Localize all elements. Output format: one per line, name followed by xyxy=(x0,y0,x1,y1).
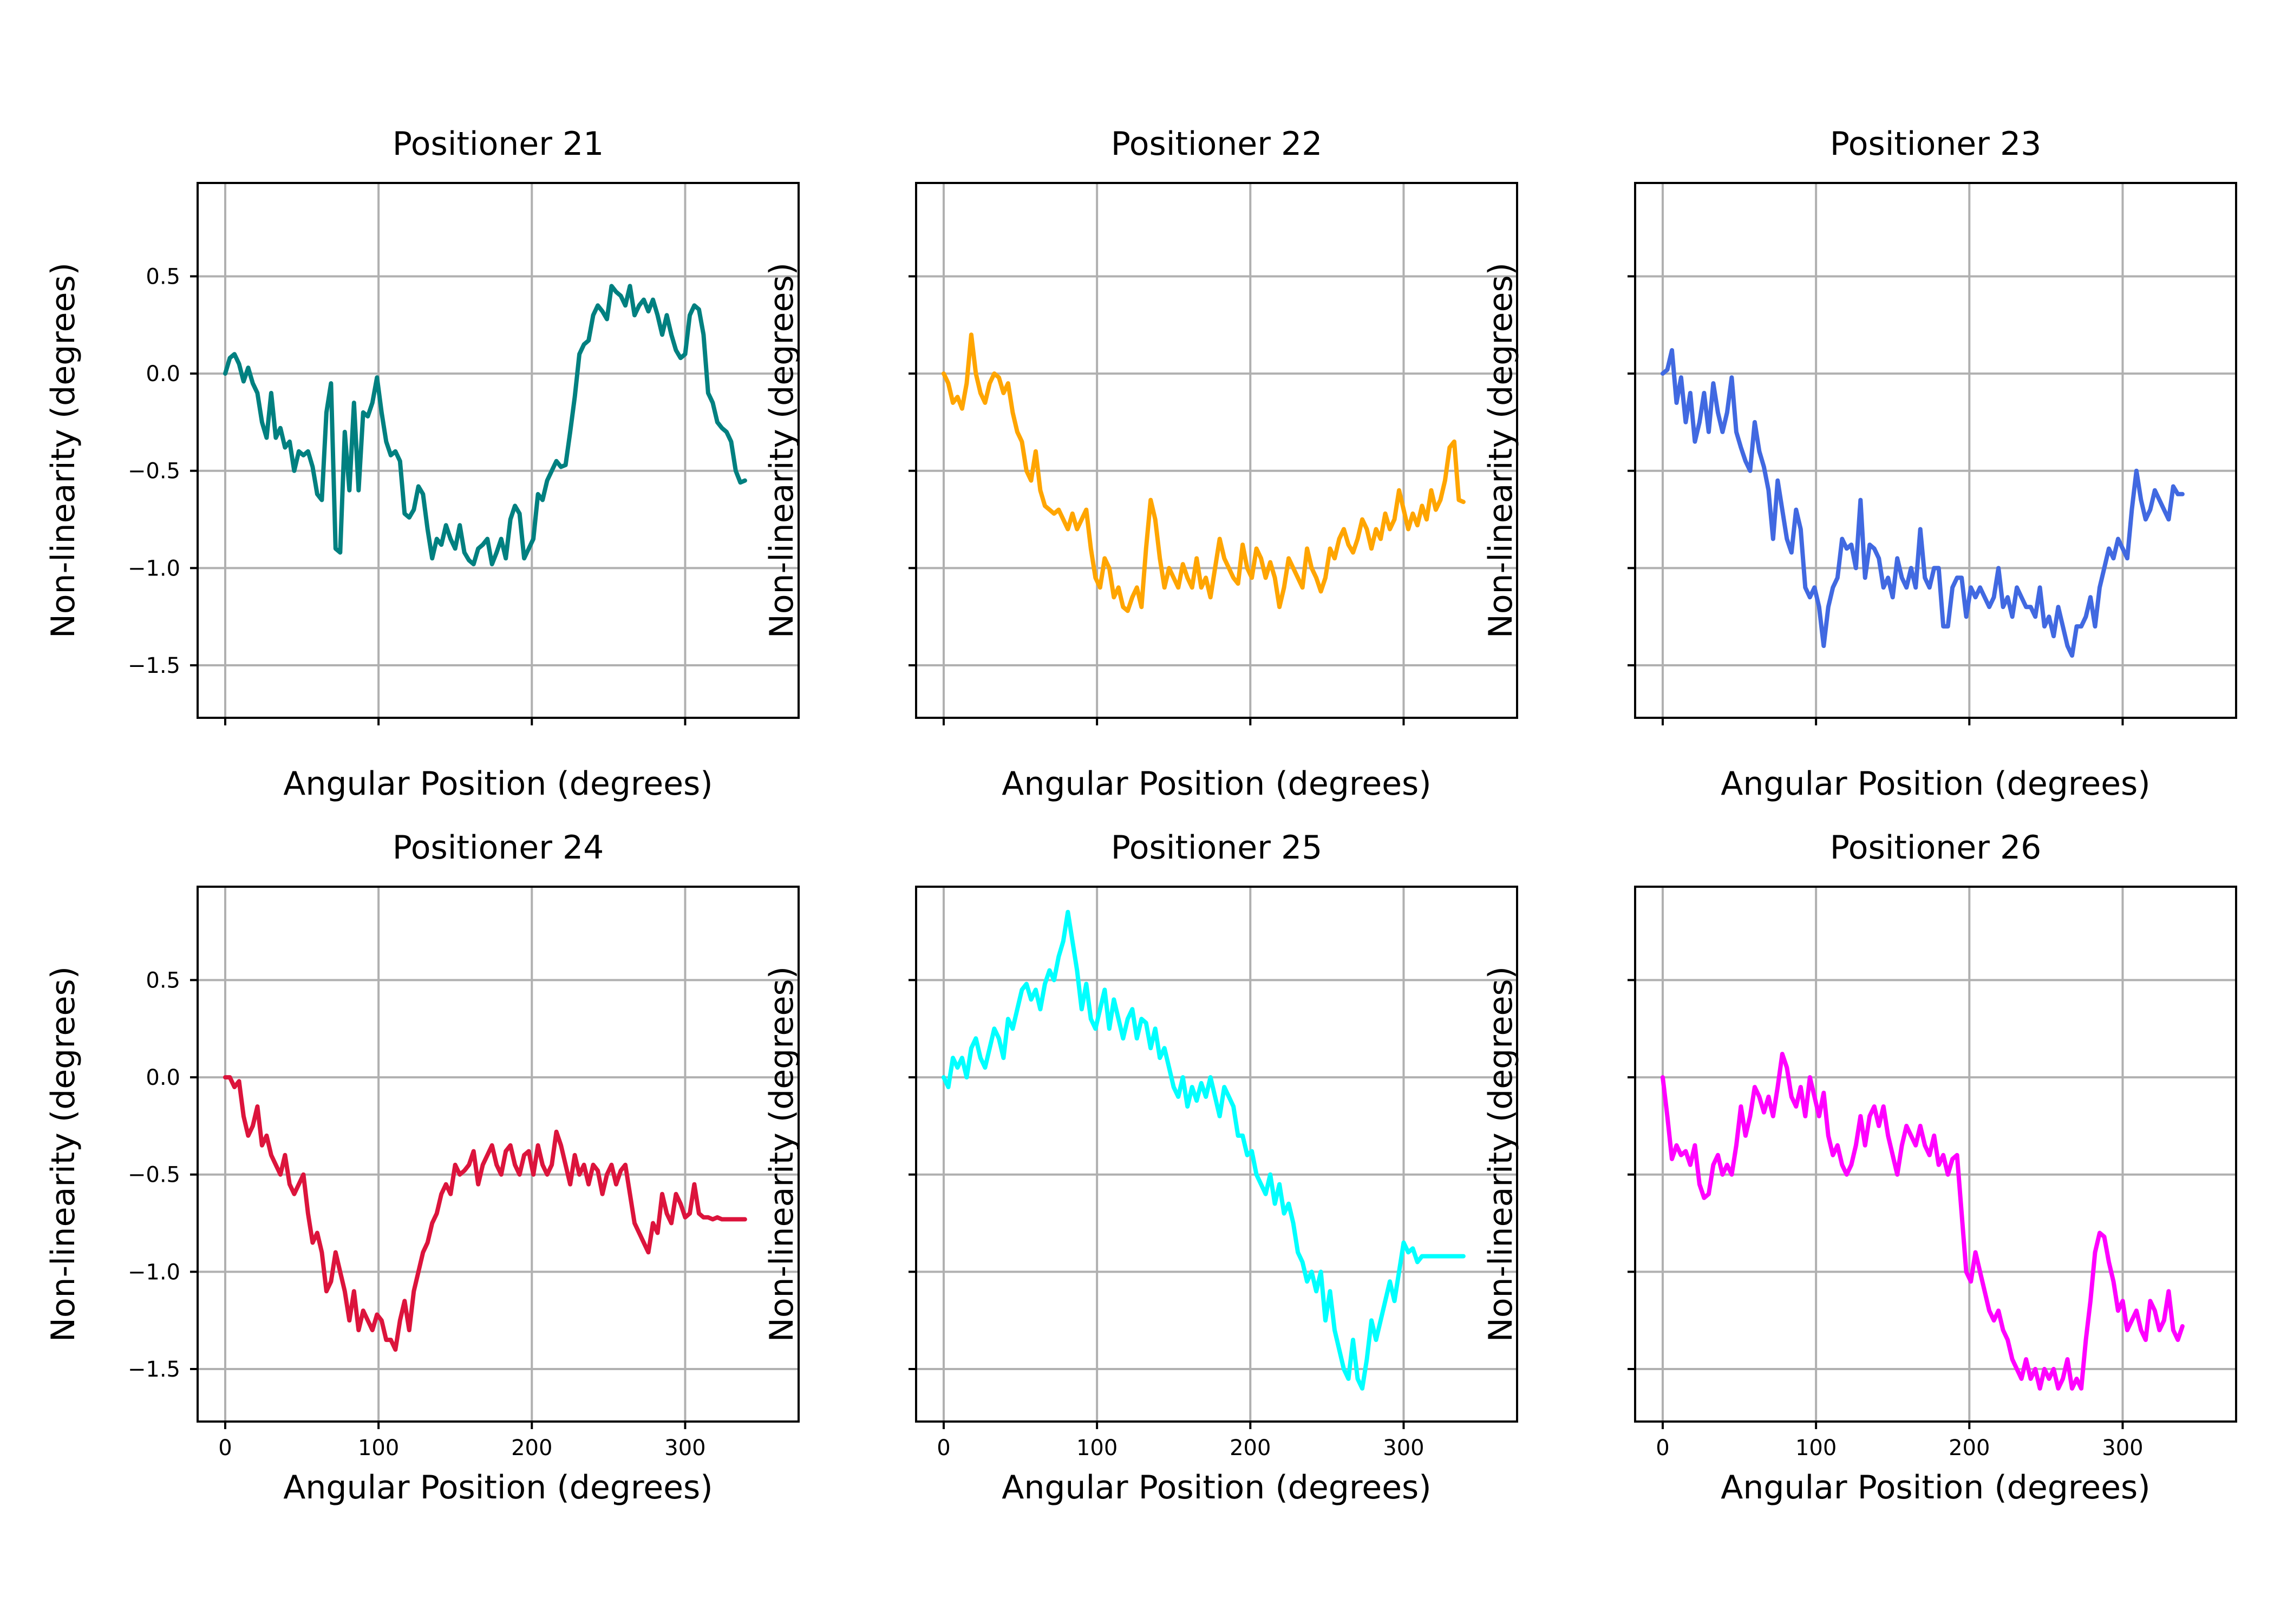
x-tick-label: 0 xyxy=(218,1436,232,1461)
subplot-title: Positioner 26 xyxy=(1830,829,2042,867)
y-axis-label: Non-linearity (degrees) xyxy=(1482,966,1520,1342)
x-tick-label: 300 xyxy=(1383,1436,1424,1461)
y-axis-label: Non-linearity (degrees) xyxy=(763,966,801,1342)
axes-frame xyxy=(197,886,800,1423)
axes-frame xyxy=(1634,182,2237,719)
subplot-3: Positioner 23 Angular Position (degrees) N… xyxy=(1482,125,2237,803)
y-axis-label: Non-linearity (degrees) xyxy=(763,263,801,638)
y-tick-label: −0.5 xyxy=(128,1163,180,1188)
subplot-5: 0 100 200 300 Positioner 25 Angular Position … xyxy=(763,829,1518,1507)
subplot-title: Positioner 24 xyxy=(393,829,604,867)
y-tick-label: −0.5 xyxy=(128,459,180,484)
series-line xyxy=(223,284,747,567)
y-tick-label: −1.5 xyxy=(128,1357,180,1382)
subplot-4: 0 100 200 300 −1.5 −1.0 −0.5 0.0 0.5 Positioner 2… xyxy=(44,829,800,1507)
y-tick-label: 0.5 xyxy=(146,264,180,289)
y-axis-label: Non-linearity (degrees) xyxy=(44,966,82,1342)
x-axis-label: Angular Position (degrees) xyxy=(1002,765,1431,803)
series-line xyxy=(942,909,1466,1391)
subplot-6: 0 100 200 300 Positioner 26 Angular Position … xyxy=(1482,829,2237,1507)
x-axis-label: Angular Position (degrees) xyxy=(1002,1469,1431,1507)
subplot-2: Positioner 22 Angular Position (degrees) N… xyxy=(763,125,1518,803)
y-tick-label: 0.0 xyxy=(146,362,180,387)
y-axis-label: Non-linearity (degrees) xyxy=(1482,263,1520,638)
y-tick-label: −1.5 xyxy=(128,653,180,678)
series-line xyxy=(1661,348,2185,658)
series-line xyxy=(223,1075,747,1352)
x-tick-label: 100 xyxy=(1795,1436,1837,1461)
subplot-title: Positioner 25 xyxy=(1111,829,1323,867)
x-tick-label: 100 xyxy=(358,1436,399,1461)
subplot-1: −1.5 −1.0 −0.5 0.0 0.5 Positioner 21 Angular P… xyxy=(44,125,800,803)
axes-frame xyxy=(915,886,1518,1423)
y-axis-label: Non-linearity (degrees) xyxy=(44,263,82,638)
y-tick-label: −1.0 xyxy=(128,1260,180,1285)
x-axis-label: Angular Position (degrees) xyxy=(1721,1469,2150,1507)
x-tick-label: 300 xyxy=(664,1436,705,1461)
x-tick-label: 0 xyxy=(937,1436,950,1461)
x-tick-label: 0 xyxy=(1656,1436,1669,1461)
subplot-title: Positioner 21 xyxy=(393,125,604,163)
x-tick-label: 200 xyxy=(1949,1436,1990,1461)
series-line xyxy=(1661,1052,2185,1391)
y-tick-label: 0.5 xyxy=(146,968,180,993)
axes-frame xyxy=(915,182,1518,719)
x-tick-label: 200 xyxy=(1230,1436,1271,1461)
y-tick-label: −1.0 xyxy=(128,556,180,581)
x-axis-label: Angular Position (degrees) xyxy=(283,1469,713,1507)
x-axis-label: Angular Position (degrees) xyxy=(1721,765,2150,803)
x-axis-label: Angular Position (degrees) xyxy=(283,765,713,803)
series-line xyxy=(942,332,1466,613)
axes-frame xyxy=(1634,886,2237,1423)
axes-frame xyxy=(197,182,800,719)
y-tick-label: 0.0 xyxy=(146,1065,180,1090)
x-tick-label: 100 xyxy=(1076,1436,1118,1461)
subplot-title: Positioner 22 xyxy=(1111,125,1323,163)
x-tick-label: 300 xyxy=(2102,1436,2143,1461)
x-tick-label: 200 xyxy=(511,1436,552,1461)
subplot-title: Positioner 23 xyxy=(1830,125,2042,163)
